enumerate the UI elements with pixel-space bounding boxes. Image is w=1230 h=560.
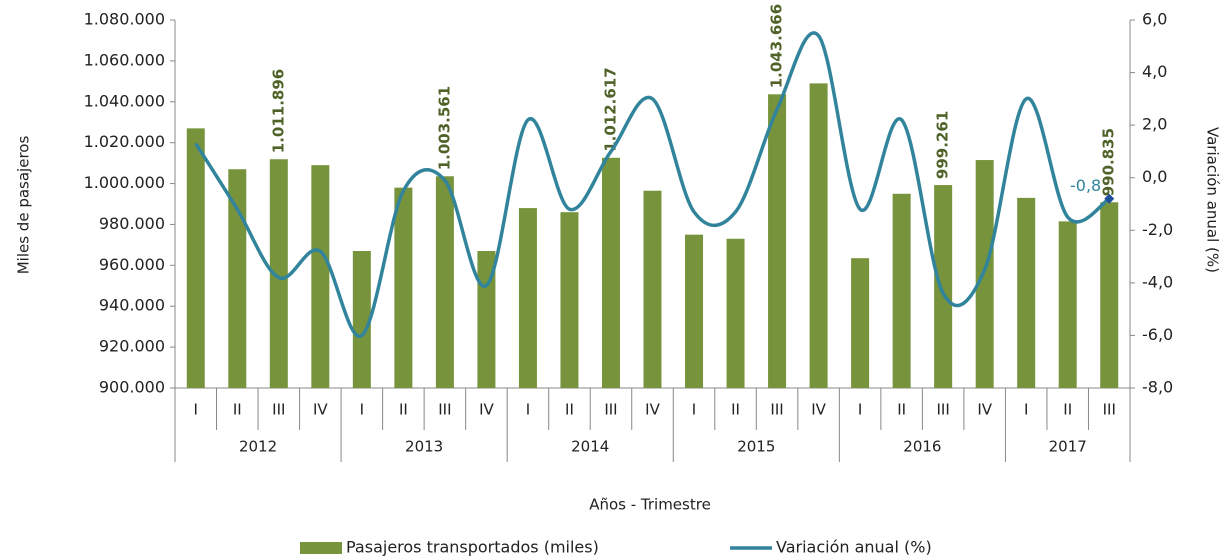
bar — [892, 193, 911, 388]
bar-value-label: 1.043.666 — [768, 4, 786, 88]
bar — [269, 159, 288, 388]
x-axis-title: Años - Trimestre — [589, 496, 711, 514]
y2-axis-title: Variación anual (%) — [1204, 127, 1222, 273]
y2-tick-label: -6,0 — [1142, 325, 1173, 344]
line — [194, 31, 1111, 338]
x-tick-label: III — [272, 401, 285, 419]
x-tick-label: III — [438, 401, 451, 419]
x-tick-label: III — [604, 401, 617, 419]
bar-value-label: 1.003.561 — [435, 86, 453, 170]
bar-value-label: 1.012.617 — [601, 67, 619, 151]
y2-tick-label: -8,0 — [1142, 378, 1173, 397]
x-tick-label: I — [858, 401, 862, 419]
x-tick-label: II — [565, 401, 574, 419]
x-tick-label: IV — [645, 401, 660, 419]
x-group-label: 2013 — [405, 438, 443, 456]
x-tick-label: IV — [313, 401, 328, 419]
bar — [1100, 202, 1119, 388]
x-tick-label: II — [399, 401, 408, 419]
x-tick-label: IV — [811, 401, 826, 419]
bar — [934, 185, 953, 388]
y-tick-label: 1.080.000 — [84, 10, 165, 29]
bar — [768, 94, 787, 389]
y2-tick-label: -2,0 — [1142, 220, 1173, 239]
x-group-label: 2017 — [1049, 438, 1087, 456]
bar — [809, 83, 828, 388]
y2-tick-label: 6,0 — [1142, 10, 1167, 29]
bar — [560, 212, 579, 388]
x-group-label: 2015 — [737, 438, 775, 456]
bar — [643, 190, 662, 388]
line-marker — [1104, 193, 1115, 204]
legend-swatch — [300, 542, 342, 554]
bar — [228, 169, 247, 388]
bar-value-label: 1.011.896 — [269, 69, 287, 153]
x-tick-label: IV — [977, 401, 992, 419]
legend-label: Variación anual (%) — [776, 538, 932, 557]
bar — [311, 165, 330, 388]
bar — [726, 238, 745, 388]
x-group-label: 2016 — [903, 438, 941, 456]
y-tick-label: 960.000 — [99, 255, 165, 274]
x-tick-label: IV — [479, 401, 494, 419]
x-tick-label: I — [692, 401, 696, 419]
x-tick-label: I — [526, 401, 530, 419]
bar — [394, 187, 413, 388]
x-tick-label: III — [937, 401, 950, 419]
y-tick-label: 1.040.000 — [84, 91, 165, 110]
x-tick-label: II — [897, 401, 906, 419]
y-tick-label: 980.000 — [99, 214, 165, 233]
x-tick-label: I — [360, 401, 364, 419]
x-tick-label: II — [233, 401, 242, 419]
bar-value-label: 999.261 — [934, 111, 952, 179]
bar-value-label: 990.835 — [1100, 128, 1118, 196]
y-tick-label: 1.000.000 — [84, 173, 165, 192]
bar — [518, 208, 537, 388]
x-tick-label: I — [1024, 401, 1028, 419]
x-group-label: 2014 — [571, 438, 609, 456]
x-tick-label: III — [1103, 401, 1116, 419]
bar — [1017, 197, 1036, 388]
y-tick-label: 940.000 — [99, 296, 165, 315]
y-tick-label: 1.020.000 — [84, 132, 165, 151]
bar — [435, 176, 454, 388]
y-axis-title: Miles de pasajeros — [15, 136, 33, 275]
legend-label: Pasajeros transportados (miles) — [346, 538, 599, 557]
bar — [352, 251, 371, 388]
line-value-label: -0,8 — [1070, 176, 1101, 195]
bar — [1058, 221, 1077, 388]
bar — [685, 234, 704, 388]
bar — [851, 258, 870, 388]
y-tick-label: 920.000 — [99, 337, 165, 356]
y-tick-label: 900.000 — [99, 378, 165, 397]
y2-tick-label: 0,0 — [1142, 167, 1167, 186]
x-tick-label: III — [770, 401, 783, 419]
y2-tick-label: -4,0 — [1142, 272, 1173, 291]
x-tick-label: II — [731, 401, 740, 419]
x-group-label: 2012 — [239, 438, 277, 456]
x-tick-label: I — [194, 401, 198, 419]
x-tick-label: II — [1063, 401, 1072, 419]
y2-tick-label: 4,0 — [1142, 62, 1167, 81]
y-tick-label: 1.060.000 — [84, 50, 165, 69]
bar — [186, 128, 205, 388]
bar — [601, 157, 620, 388]
y2-tick-label: 2,0 — [1142, 115, 1167, 134]
